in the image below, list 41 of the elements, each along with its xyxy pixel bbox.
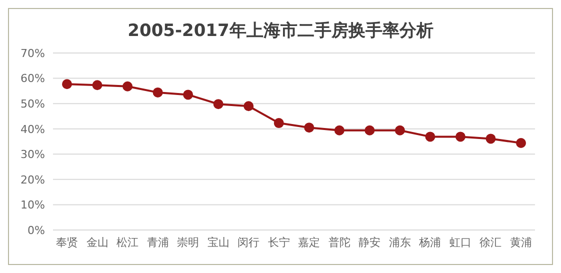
y-tick-label: 70% [20, 46, 45, 60]
y-tick-label: 10% [20, 198, 45, 212]
x-tick-label: 金山 [86, 236, 108, 249]
x-tick-label: 嘉定 [298, 236, 320, 249]
x-tick-label: 静安 [358, 236, 381, 249]
y-tick-label: 0% [28, 224, 45, 237]
x-tick-label: 闵行 [238, 236, 260, 249]
point [122, 81, 133, 92]
x-tick-label: 松江 [116, 236, 139, 249]
point [152, 87, 163, 98]
point [213, 99, 224, 110]
point [364, 125, 375, 136]
chart-title: 2005-2017年上海市二手房换手率分析 [126, 20, 434, 43]
x-tick-label: 虹口 [449, 236, 472, 249]
x-tick-label: 徐汇 [480, 236, 502, 249]
point [244, 101, 254, 112]
y-tick-label: 20% [20, 173, 45, 186]
point [334, 125, 344, 136]
x-tick-label: 长宁 [268, 236, 290, 249]
x-tick-label: 杨浦 [418, 236, 442, 249]
y-tick-label: 30% [20, 148, 45, 162]
x-tick-label: 浦东 [388, 236, 411, 249]
point [425, 132, 436, 142]
point [304, 122, 314, 133]
point [62, 79, 72, 90]
y-tick-label: 50% [20, 97, 45, 110]
x-tick-label: 黄浦 [510, 236, 532, 249]
point [92, 80, 102, 90]
point [455, 132, 466, 142]
x-tick-label: 崇明 [177, 236, 200, 249]
x-tick-label: 普陀 [328, 236, 350, 249]
point [486, 134, 496, 144]
x-tick-label: 奉贤 [56, 236, 78, 249]
point [274, 118, 284, 128]
y-tick-label: 40% [20, 122, 45, 136]
point [516, 138, 526, 148]
point [394, 125, 405, 136]
x-tick-label: 青浦 [146, 236, 169, 249]
y-tick-label: 60% [20, 72, 45, 86]
point [183, 90, 194, 100]
x-tick-label: 宝山 [207, 236, 230, 249]
